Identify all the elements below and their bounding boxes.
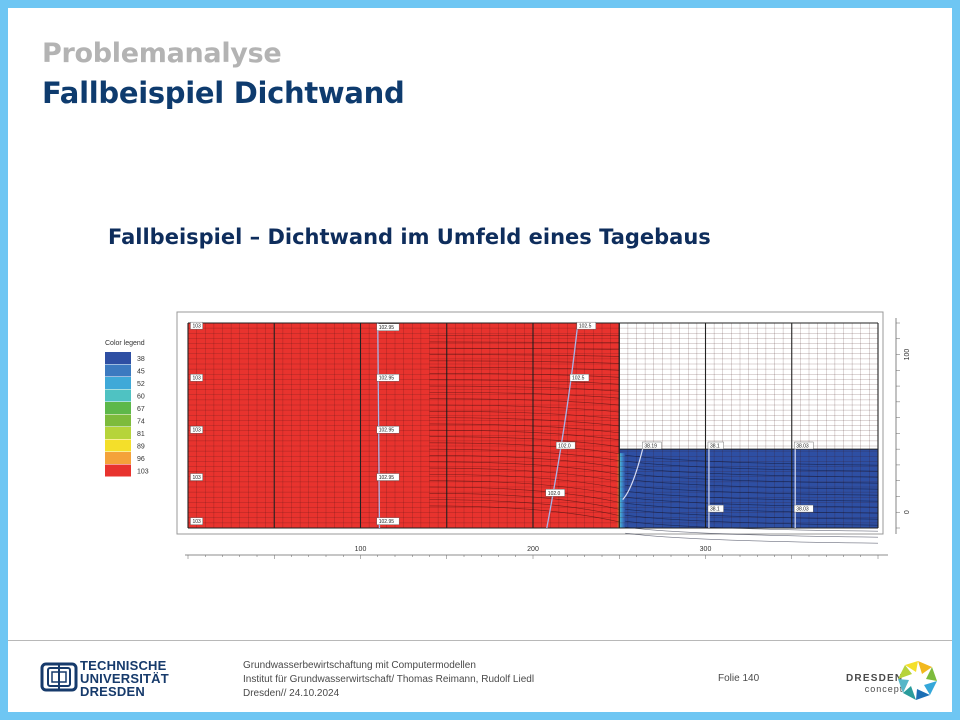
slide-title: Fallbeispiel Dichtwand [42,76,405,110]
legend-swatch [105,352,131,364]
slide-number: Folie 140 [718,673,760,684]
legend-label: 67 [137,406,145,413]
svg-text:102.5: 102.5 [572,376,585,382]
dresden-concept-line2: concept [864,684,904,694]
dresden-concept-line1: DRESDEN [846,673,904,684]
legend-swatch [105,377,131,389]
contour-label: 102.95 [376,373,400,382]
legend-label: 103 [137,469,149,476]
legend-swatch [105,452,131,464]
model-grid-coarse [187,322,879,529]
legend-label: 89 [137,444,145,451]
sealing-wall [617,453,626,528]
model-axes: 100 200 300 100 0 [185,318,911,559]
footer-text: Grundwasserbewirtschaftung mit Computerm… [243,659,534,701]
svg-text:103: 103 [192,376,201,382]
legend-swatch [105,389,131,402]
x-tick-label: 300 [700,546,712,553]
svg-text:103: 103 [192,475,201,481]
svg-text:102.5: 102.5 [579,324,592,330]
contour-label: 103 [190,426,203,434]
contour-label: 102.5 [576,321,597,330]
slide: Problemanalyse Fallbeispiel Dichtwand Fa… [8,8,952,712]
contour-label: 38.19 [642,441,662,450]
svg-text:102.95: 102.95 [379,475,395,481]
contour-label: 102.95 [376,426,400,434]
tud-wordmark: TECHNISCHE UNIVERSITÄT DRESDEN [80,659,169,698]
model-plot-area: 103 103 103 103 103 102.95 102.95 102.95 102.95 1… [176,311,884,544]
legend-swatch [105,364,131,377]
isoline [622,445,644,501]
svg-text:102.95: 102.95 [379,428,395,434]
svg-text:102.0: 102.0 [548,491,561,497]
legend-label: 60 [137,394,145,401]
x-tick-label: 200 [527,546,539,553]
contour-label: 102.0 [545,489,565,497]
slide-subtitle: Fallbeispiel – Dichtwand im Umfeld eines… [108,225,711,249]
footer-divider [8,640,952,641]
contour-label: 102.0 [555,441,576,450]
dresden-concept-wordmark: DRESDEN concept [846,673,903,694]
contour-label: 103 [190,321,203,330]
svg-text:38.19: 38.19 [644,444,657,450]
contour-label: 38.03 [794,441,814,450]
legend-label: 81 [137,431,145,438]
svg-text:102.95: 102.95 [379,376,395,382]
slide-supertitle: Problemanalyse [42,38,282,69]
contour-label: 103 [190,373,203,382]
legend-swatch [105,414,131,427]
contour-labels: 103 103 103 103 103 102.95 102.95 102.95 102.95 1… [190,321,814,525]
legend-title: Color legend [105,340,145,347]
dresden-concept-logo-icon [898,661,937,700]
contour-label: 102.5 [569,373,590,382]
contour-lines [377,322,879,544]
svg-text:103: 103 [192,324,201,330]
legend-swatch [105,464,131,477]
svg-text:38.1: 38.1 [710,444,720,450]
footer-course: Grundwasserbewirtschaftung mit Computerm… [243,660,476,671]
svg-text:102.95: 102.95 [379,519,395,525]
legend-label: 96 [137,456,145,463]
tud-wordmark-line1: TECHNISCHE [80,658,167,673]
legend-label: 74 [137,419,145,426]
legend-swatch [105,427,131,439]
svg-text:103: 103 [192,428,201,434]
contour-label: 103 [190,473,203,481]
isoline [377,322,381,529]
y-tick-label: 100 [904,349,911,361]
footer-date: Dresden// 24.10.2024 [243,688,340,699]
x-tick-label: 100 [355,546,367,553]
tud-wordmark-line2: UNIVERSITÄT [80,671,169,686]
legend-label: 45 [137,369,145,376]
contour-label: 103 [190,517,203,525]
contour-label: 102.95 [376,473,400,481]
tud-wordmark-line3: DRESDEN [80,684,145,699]
svg-text:38.03: 38.03 [796,444,809,450]
svg-text:38.1: 38.1 [710,507,720,513]
color-legend: Color legend 38 45 52 60 67 74 81 89 96 103 [105,340,149,477]
contour-label: 102.95 [376,323,400,331]
legend-label: 52 [137,381,145,388]
svg-text:102.95: 102.95 [379,325,395,331]
contour-label: 38.1 [707,441,724,450]
legend-swatch [105,402,131,414]
svg-text:38.03: 38.03 [796,507,809,513]
contour-label: 38.1 [707,504,724,513]
svg-text:103: 103 [192,519,201,525]
contour-label: 102.95 [376,517,400,525]
footer-authors: Institut für Grundwasserwirtschaft/ Thom… [243,674,535,685]
contour-label: 38.03 [794,504,814,513]
tud-logo-icon [40,662,78,692]
isoline [546,322,579,529]
svg-text:102.0: 102.0 [558,444,571,450]
y-tick-label: 0 [904,510,911,514]
legend-label: 38 [137,356,145,363]
legend-swatch [105,439,131,452]
